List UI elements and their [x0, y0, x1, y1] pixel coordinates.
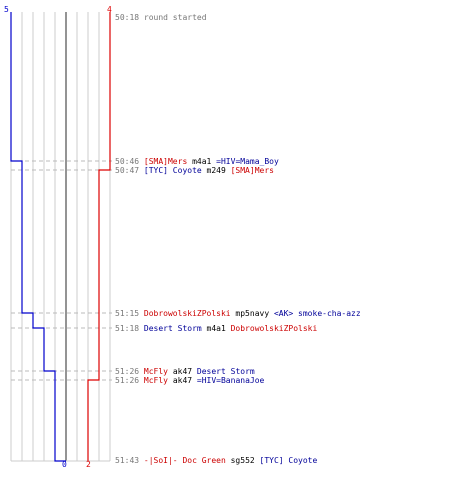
event-player: [TYC] Coyote — [259, 456, 318, 465]
red-end-count: 2 — [86, 460, 91, 469]
event-player: McFly — [143, 376, 168, 385]
event-player: -|SoI|- Doc Green — [143, 456, 226, 465]
event-time: 51:26 — [115, 376, 144, 385]
red-team-alive-line — [87, 12, 111, 461]
event-row: 51:15 DobrowolskiZPolski mp5navy <AK> sm… — [115, 309, 361, 318]
event-weapon: m249 — [201, 166, 231, 175]
event-player: DobrowolskiZPolski — [143, 309, 231, 318]
event-row: 51:26 McFly ak47 =HIV=BananaJoe — [115, 376, 264, 385]
event-row: 50:46 [SMA]Mers m4a1 =HIV=Mama_Boy — [115, 157, 279, 166]
event-weapon: sg552 — [225, 456, 260, 465]
event-player: Desert Storm — [196, 367, 255, 376]
event-time: 50:18 — [115, 13, 144, 22]
event-player: Desert Storm — [143, 324, 202, 333]
event-row: 50:47 [TYC] Coyote m249 [SMA]Mers — [115, 166, 274, 175]
event-weapon: m4a1 — [201, 324, 231, 333]
event-player: [SMA]Mers — [143, 157, 188, 166]
event-row: 51:18 Desert Storm m4a1 DobrowolskiZPols… — [115, 324, 317, 333]
event-time: 51:43 — [115, 456, 144, 465]
event-player: =HIV=Mama_Boy — [216, 157, 279, 166]
event-time: 50:46 — [115, 157, 144, 166]
event-player: [SMA]Mers — [230, 166, 274, 175]
event-player: <AK> smoke-cha-azz — [273, 309, 361, 318]
event-weapon: ak47 — [168, 367, 197, 376]
event-row: 51:43 -|SoI|- Doc Green sg552 [TYC] Coyo… — [115, 456, 317, 465]
blue-end-count: 0 — [62, 460, 67, 469]
event-row: 50:18 round started — [115, 13, 207, 22]
red-start-count: 4 — [107, 5, 112, 14]
event-message: round started — [143, 13, 207, 22]
event-time: 51:18 — [115, 324, 144, 333]
event-weapon: mp5navy — [230, 309, 274, 318]
event-weapon: ak47 — [168, 376, 197, 385]
event-player: DobrowolskiZPolski — [230, 324, 318, 333]
event-time: 50:47 — [115, 166, 144, 175]
event-player: =HIV=BananaJoe — [196, 376, 265, 385]
event-time: 51:15 — [115, 309, 144, 318]
event-row: 51:26 McFly ak47 Desert Storm — [115, 367, 255, 376]
blue-start-count: 5 — [4, 5, 9, 14]
event-weapon: m4a1 — [187, 157, 217, 166]
event-player: McFly — [143, 367, 168, 376]
event-time: 51:26 — [115, 367, 144, 376]
event-player: [TYC] Coyote — [143, 166, 202, 175]
blue-team-alive-line — [10, 12, 66, 462]
